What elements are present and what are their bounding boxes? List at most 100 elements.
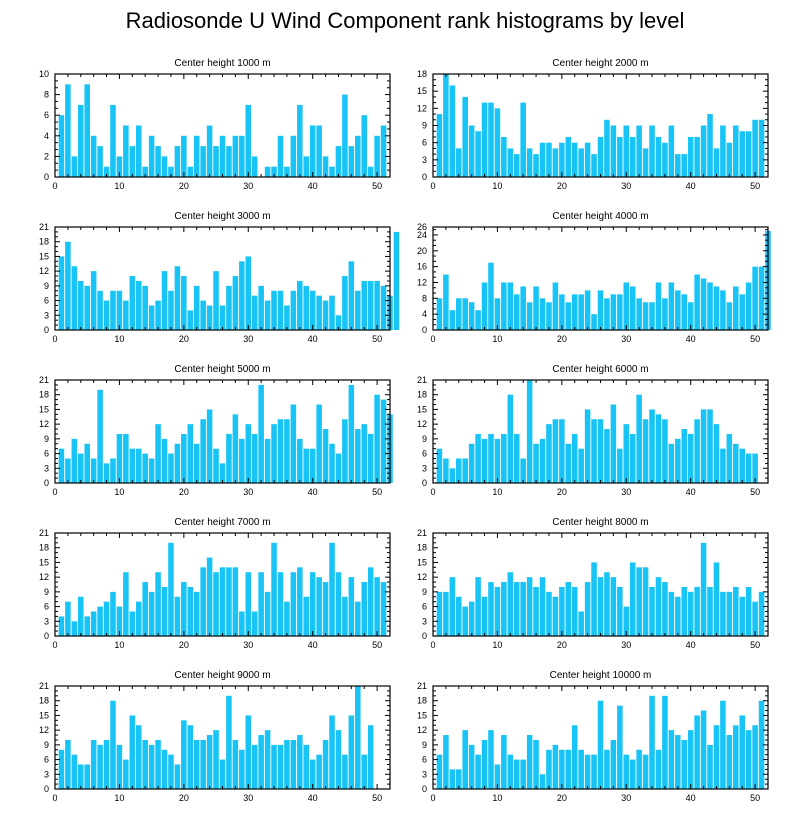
y-tick-label: 9 (422, 121, 427, 131)
x-tick-label: 30 (243, 793, 253, 803)
y-tick-label: 9 (422, 434, 427, 444)
bar (251, 156, 258, 177)
bar (148, 458, 155, 483)
figure-title: Radiosonde U Wind Component rank histogr… (125, 8, 685, 33)
x-tick-label: 50 (372, 640, 382, 650)
x-tick-label: 10 (492, 334, 502, 344)
bar (264, 300, 271, 330)
bar (110, 591, 116, 636)
y-tick-label: 18 (417, 696, 427, 706)
bar (271, 542, 277, 636)
bar (507, 394, 514, 483)
y-tick-label: 18 (39, 543, 49, 553)
bar (642, 567, 649, 636)
bar (193, 135, 200, 177)
panel-4: Center height 4000 m 0 10 20 30 40 50 0 4 8 12 16 20… (417, 211, 771, 344)
panel-title: Center height 3000 m (174, 211, 270, 222)
bar (258, 285, 264, 330)
bar (264, 591, 271, 636)
y-tick-label: 3 (44, 463, 49, 473)
bar (675, 596, 681, 636)
bar (90, 739, 97, 789)
bar (565, 582, 572, 636)
bar (752, 725, 758, 789)
bar (174, 266, 181, 330)
y-tick-label: 15 (39, 557, 49, 567)
y-tick-label: 12 (417, 725, 427, 735)
x-tick-label: 0 (430, 793, 435, 803)
bar (84, 84, 90, 177)
x-tick-label: 20 (179, 487, 189, 497)
bar (226, 285, 232, 330)
bar (578, 448, 584, 483)
bar (110, 104, 116, 177)
bar (129, 146, 136, 177)
bar (578, 611, 584, 636)
bar (591, 314, 597, 330)
bar (271, 290, 277, 330)
bar (200, 567, 206, 636)
bar (655, 282, 662, 330)
bar (322, 429, 329, 483)
x-tick-label: 10 (114, 793, 124, 803)
bar (303, 596, 310, 636)
x-tick-label: 0 (430, 640, 435, 650)
y-tick-label: 10 (39, 69, 49, 79)
bar (367, 166, 374, 177)
bar (258, 384, 264, 483)
bar (161, 271, 168, 330)
bar (200, 739, 206, 789)
bar (449, 310, 456, 330)
bar (393, 231, 400, 330)
bar (539, 577, 546, 636)
bar (584, 142, 591, 177)
bar (290, 135, 297, 177)
bar (726, 433, 733, 483)
bar (348, 577, 355, 636)
bar (546, 142, 552, 177)
panel-title: Center height 5000 m (174, 364, 270, 375)
bar (623, 282, 630, 330)
bar (232, 567, 239, 636)
panel-5: Center height 5000 m 0 10 20 30 40 50 0 3 6 9 12 15 1… (39, 364, 393, 497)
bar (348, 146, 355, 177)
bar (681, 154, 688, 177)
bar (546, 424, 552, 483)
bar (720, 125, 726, 177)
bar (617, 294, 623, 330)
y-tick-label: 16 (417, 262, 427, 272)
bar (284, 739, 290, 789)
bar (739, 715, 746, 789)
bar (213, 730, 219, 789)
bar (342, 276, 348, 330)
bar (110, 700, 116, 789)
bar (277, 290, 284, 330)
x-tick-label: 50 (750, 181, 760, 191)
x-tick-label: 50 (750, 640, 760, 650)
bar (116, 156, 123, 177)
bar (629, 562, 636, 636)
panel-title: Center height 1000 m (174, 58, 270, 69)
y-tick-label: 24 (417, 230, 427, 240)
y-tick-label: 0 (44, 172, 49, 182)
bar (322, 300, 329, 330)
bar (168, 542, 174, 636)
bar (455, 148, 462, 177)
bar (565, 136, 572, 177)
bar (342, 754, 348, 789)
bar (501, 433, 507, 483)
x-tick-label: 30 (243, 640, 253, 650)
bar (623, 754, 630, 789)
bar (758, 266, 765, 330)
bar (617, 448, 623, 483)
bar (181, 720, 187, 789)
x-tick-label: 0 (52, 334, 57, 344)
bar (494, 586, 501, 636)
y-tick-label: 15 (39, 251, 49, 261)
bar (329, 542, 335, 636)
x-tick-label: 40 (686, 181, 696, 191)
bar (335, 453, 342, 483)
y-tick-label: 15 (417, 86, 427, 96)
bar (97, 146, 103, 177)
bar (436, 591, 443, 636)
